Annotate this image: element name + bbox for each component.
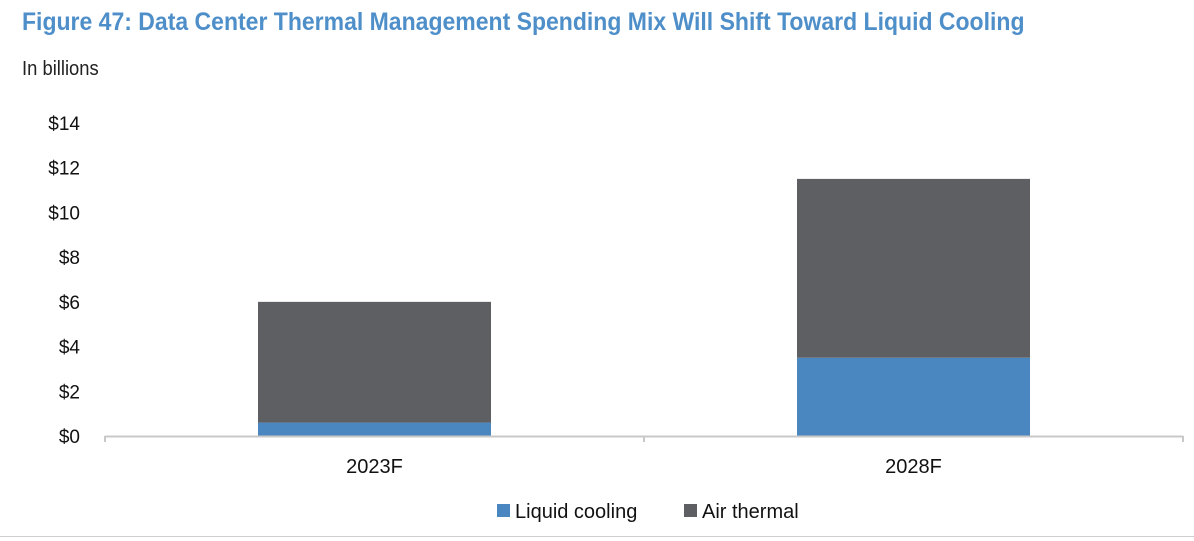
bar-segment-liquid-cooling	[258, 422, 491, 436]
x-axis-labels: 2023F 2028F	[346, 456, 942, 478]
x-axis-ticks	[104, 436, 1184, 442]
bar-segment-air-thermal	[258, 301, 491, 423]
y-axis-ticks: $0 $2 $4 $6 $8 $10 $12 $14	[48, 114, 80, 448]
y-tick-label: $0	[59, 427, 80, 448]
bar-segment-air-thermal	[797, 178, 1030, 358]
x-category-label: 2028F	[885, 456, 942, 478]
chart-subtitle: In billions	[22, 58, 99, 80]
x-category-label: 2023F	[346, 456, 403, 478]
y-tick-label: $10	[48, 203, 80, 224]
y-tick-label: $6	[59, 293, 80, 314]
y-tick-label: $12	[48, 159, 80, 180]
legend: Liquid cooling Air thermal	[497, 501, 799, 523]
legend-swatch	[684, 504, 697, 517]
y-tick-label: $8	[59, 248, 80, 269]
legend-label: Liquid cooling	[515, 501, 637, 523]
bars	[258, 178, 1030, 436]
bar-segment-liquid-cooling	[797, 357, 1030, 436]
legend-swatch	[497, 504, 510, 517]
y-tick-label: $4	[59, 338, 81, 359]
y-tick-label: $14	[48, 114, 80, 135]
y-tick-label: $2	[59, 382, 80, 403]
legend-label: Air thermal	[702, 501, 799, 523]
chart-title: Figure 47: Data Center Thermal Managemen…	[22, 8, 1025, 36]
bottom-divider	[0, 536, 1194, 537]
